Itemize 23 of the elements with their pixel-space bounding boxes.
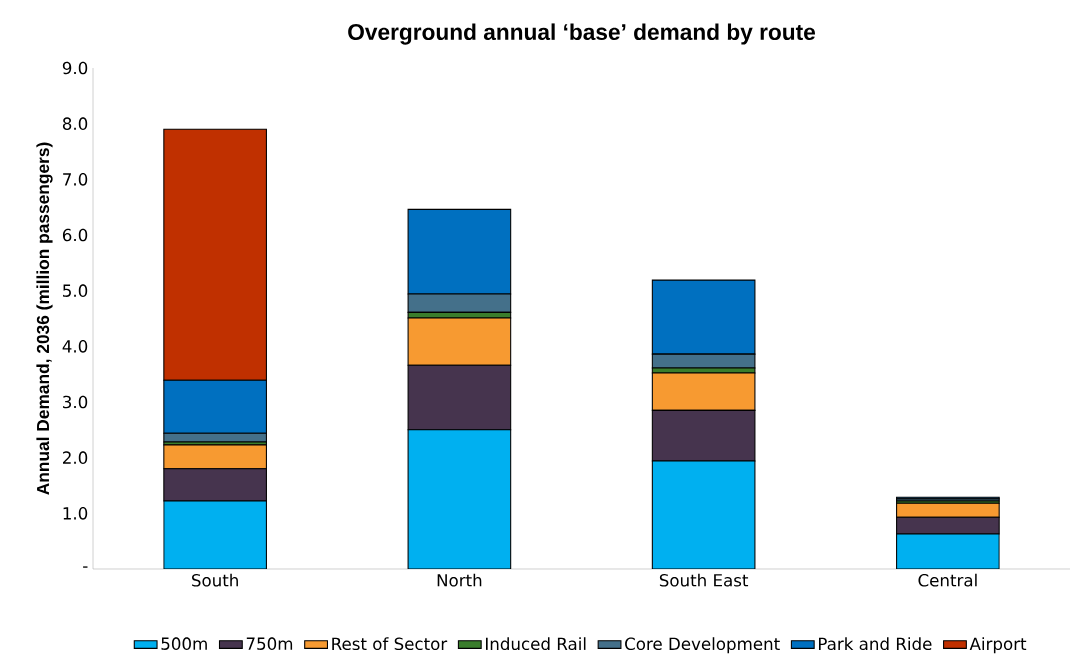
x-tick-label: Central	[918, 573, 977, 587]
legend-label: 750m	[246, 637, 293, 650]
legend-label: Park and Ride	[818, 637, 932, 651]
x-tick-label: South	[192, 573, 238, 587]
y-tick-label: 4.0	[62, 340, 88, 353]
y-tick-label: 1.0	[63, 507, 88, 520]
y-tick-label: 7.0	[63, 173, 88, 186]
x-tick-label: North	[437, 573, 482, 587]
x-tick-label: South East	[659, 573, 749, 587]
legend-label: 500m	[161, 637, 207, 650]
legend-label: Induced Rail	[486, 637, 586, 651]
y-tick-label: 5.0	[63, 284, 88, 297]
legend-label: Core Development	[625, 637, 780, 654]
y-tick-label: 6.0	[62, 228, 88, 242]
legend-label: Rest of Sector	[332, 637, 448, 651]
y-tick-label: -	[83, 566, 88, 568]
y-tick-label: 9.0	[62, 61, 88, 75]
legend-label: Airport	[969, 637, 1027, 654]
y-tick-label: 8.0	[62, 117, 88, 130]
y-tick-label: 2.0	[63, 451, 88, 464]
chart-title: Overground annual ‘base’ demand by route	[348, 23, 816, 45]
y-axis-title: Annual Demand, 2036 (million passengers)	[36, 142, 53, 495]
y-tick-label: 3.0	[63, 395, 88, 409]
